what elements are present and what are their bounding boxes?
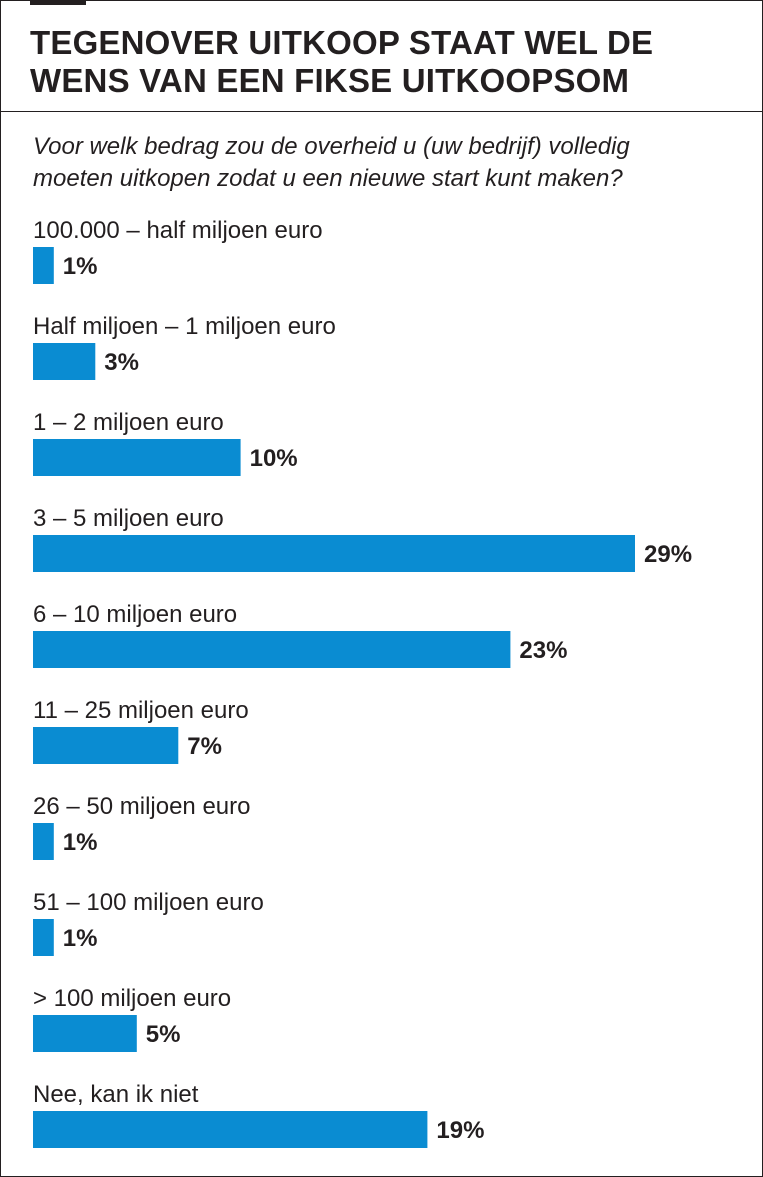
bar [33, 919, 54, 956]
bar [33, 1111, 428, 1148]
category-label: 100.000 – half miljoen euro [33, 217, 323, 244]
chart-question-line-1: Voor welk bedrag zou de overheid u (uw b… [33, 133, 630, 160]
top-tab-marker [30, 0, 86, 5]
category-label: 3 – 5 miljoen euro [33, 505, 224, 532]
value-label: 1% [63, 925, 98, 952]
bar [33, 439, 241, 476]
bar [33, 727, 179, 764]
value-label: 10% [250, 445, 298, 472]
category-label: 51 – 100 miljoen euro [33, 889, 264, 916]
chart-title-line-2: wens van een fikse uitkoopsom [30, 62, 630, 99]
chart-title: Tegenover uitkoop staat wel de wens van … [30, 24, 730, 100]
value-label: 5% [146, 1021, 181, 1048]
bar [33, 343, 96, 380]
bar [33, 1015, 137, 1052]
category-label: > 100 miljoen euro [33, 985, 231, 1012]
bar [33, 631, 511, 668]
bar [33, 535, 635, 572]
chart-question: Voor welk bedrag zou de overheid u (uw b… [33, 131, 743, 195]
category-label: 6 – 10 miljoen euro [33, 601, 237, 628]
category-label: 1 – 2 miljoen euro [33, 409, 224, 436]
chart-title-line-1: Tegenover uitkoop staat wel de [30, 24, 654, 61]
value-label: 1% [63, 829, 98, 856]
category-label: 26 – 50 miljoen euro [33, 793, 250, 820]
value-label: 29% [644, 541, 692, 568]
category-label: 11 – 25 miljoen euro [33, 697, 249, 724]
chart-question-line-2: moeten uitkopen zodat u een nieuwe start… [33, 165, 623, 192]
value-label: 1% [63, 253, 98, 280]
value-label: 19% [436, 1117, 484, 1144]
value-label: 23% [519, 637, 567, 664]
value-label: 7% [187, 733, 222, 760]
bar [33, 247, 54, 284]
bar [33, 823, 54, 860]
value-label: 3% [104, 349, 139, 376]
title-divider [1, 111, 762, 112]
category-label: Nee, kan ik niet [33, 1081, 199, 1108]
category-label: Half miljoen – 1 miljoen euro [33, 313, 336, 340]
